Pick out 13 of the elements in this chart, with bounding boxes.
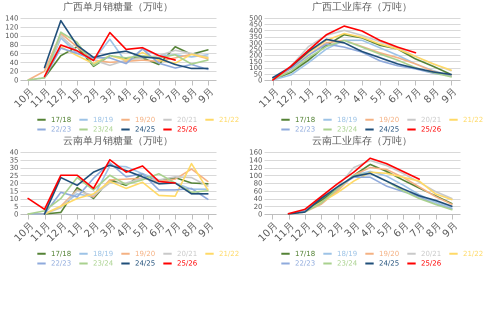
chart-title: 云南工业库存（万吨） [312, 135, 412, 147]
x-tick-label: 6月 [386, 86, 406, 106]
x-tick-label: 4月 [350, 86, 370, 106]
x-tick-label: 5月 [368, 86, 388, 106]
x-tick-label: 3月 [333, 86, 352, 106]
x-tick-label: 2月 [315, 86, 335, 106]
x-tick-label: 9月 [440, 86, 460, 106]
chart-title: 云南单月销糖量（万吨） [63, 135, 173, 147]
x-tick-label: 7月 [404, 86, 424, 106]
x-tick-label: 8月 [422, 86, 442, 106]
chart-title: 广西单月销糖量（万吨） [63, 1, 173, 13]
x-tick-label: 1月 [297, 86, 317, 106]
chart-title: 广西工业库存（万吨） [312, 1, 412, 13]
